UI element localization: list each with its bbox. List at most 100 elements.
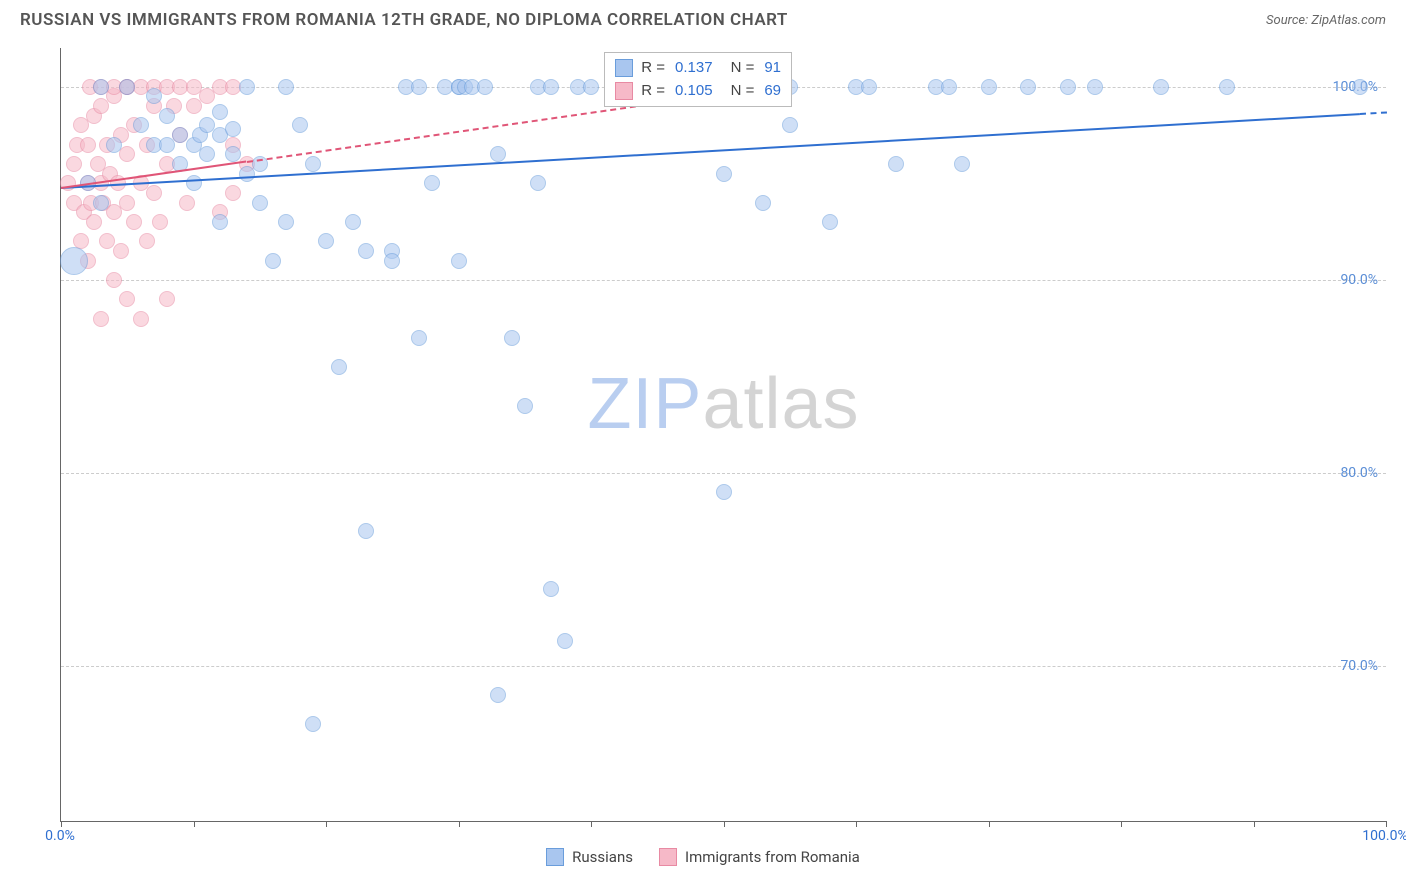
x-tick-mark [1121, 821, 1122, 827]
data-point [504, 330, 520, 346]
data-point [265, 253, 281, 269]
data-point [60, 247, 88, 275]
legend-item: Immigrants from Romania [659, 848, 860, 866]
x-tick-label: 0.0% [45, 828, 75, 844]
data-point [411, 330, 427, 346]
data-point [179, 195, 195, 211]
data-point [292, 117, 308, 133]
x-tick-mark [724, 821, 725, 827]
data-point [1219, 79, 1235, 95]
data-point [86, 214, 102, 230]
data-point [1352, 79, 1368, 95]
data-point [199, 146, 215, 162]
data-point [152, 214, 168, 230]
x-tick-mark [989, 821, 990, 827]
correlation-row: R =0.137N =91 [615, 57, 781, 80]
x-tick-mark [61, 821, 62, 827]
data-point [1020, 79, 1036, 95]
data-point [186, 175, 202, 191]
data-point [119, 195, 135, 211]
x-tick-mark [1386, 821, 1387, 827]
data-point [1060, 79, 1076, 95]
data-point [451, 253, 467, 269]
chart-title: RUSSIAN VS IMMIGRANTS FROM ROMANIA 12TH … [20, 10, 788, 30]
correlation-box: R =0.137N =91R =0.105N =69 [604, 52, 792, 107]
y-tick-label: 80.0% [1340, 465, 1378, 481]
legend-label: Immigrants from Romania [685, 848, 860, 866]
data-point [716, 484, 732, 500]
data-point [106, 272, 122, 288]
data-point [278, 214, 294, 230]
data-point [530, 175, 546, 191]
data-point [424, 175, 440, 191]
data-point [119, 146, 135, 162]
source-label: Source: ZipAtlas.com [1266, 13, 1386, 28]
data-point [583, 79, 599, 95]
data-point [93, 195, 109, 211]
x-tick-mark [459, 821, 460, 827]
data-point [305, 716, 321, 732]
corr-n-label: N = [731, 80, 755, 103]
data-point [782, 117, 798, 133]
data-point [1087, 79, 1103, 95]
data-point [318, 233, 334, 249]
data-point [716, 166, 732, 182]
data-point [384, 253, 400, 269]
data-point [80, 137, 96, 153]
corr-r-value: 0.137 [675, 57, 713, 80]
data-point [954, 156, 970, 172]
data-point [212, 214, 228, 230]
corr-n-value: 69 [764, 80, 781, 103]
data-point [133, 117, 149, 133]
corr-r-label: R = [641, 80, 665, 103]
data-point [225, 146, 241, 162]
corr-r-label: R = [641, 57, 665, 80]
data-point [490, 687, 506, 703]
data-point [981, 79, 997, 95]
data-point [822, 214, 838, 230]
data-point [557, 633, 573, 649]
data-point [119, 291, 135, 307]
bottom-legend: Russians Immigrants from Romania [0, 848, 1406, 866]
data-point [106, 137, 122, 153]
data-point [888, 156, 904, 172]
data-point [146, 88, 162, 104]
data-point [239, 79, 255, 95]
data-point [1153, 79, 1169, 95]
data-point [517, 398, 533, 414]
data-point [66, 156, 82, 172]
trendline [61, 113, 1360, 189]
watermark: ZIPatlas [587, 363, 859, 445]
legend-swatch [615, 82, 633, 100]
data-point [941, 79, 957, 95]
x-tick-mark [194, 821, 195, 827]
data-point [93, 79, 109, 95]
data-point [119, 79, 135, 95]
data-point [490, 146, 506, 162]
corr-n-label: N = [731, 57, 755, 80]
data-point [358, 243, 374, 259]
data-point [212, 104, 228, 120]
data-point [113, 243, 129, 259]
data-point [755, 195, 771, 211]
watermark-part-a: ZIP [587, 364, 702, 444]
x-tick-mark [856, 821, 857, 827]
data-point [358, 523, 374, 539]
data-point [543, 581, 559, 597]
data-point [861, 79, 877, 95]
data-point [411, 79, 427, 95]
data-point [252, 195, 268, 211]
data-point [345, 214, 361, 230]
gridline-h [61, 280, 1386, 281]
data-point [543, 79, 559, 95]
data-point [305, 156, 321, 172]
x-tick-label: 100.0% [1362, 828, 1406, 844]
legend-swatch [546, 848, 564, 866]
gridline-h [61, 473, 1386, 474]
data-point [331, 359, 347, 375]
gridline-h [61, 666, 1386, 667]
legend-label: Russians [572, 848, 633, 866]
y-tick-label: 90.0% [1340, 272, 1378, 288]
data-point [278, 79, 294, 95]
y-tick-label: 70.0% [1340, 658, 1378, 674]
